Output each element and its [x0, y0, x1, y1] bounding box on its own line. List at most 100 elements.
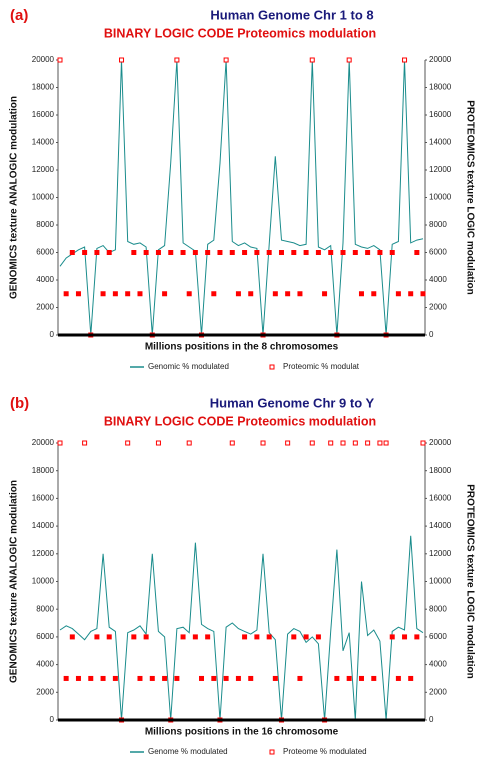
genomic-line [59, 535, 424, 721]
proteomic-marker [75, 675, 81, 681]
proteomic-marker [125, 291, 131, 297]
proteomic-marker [297, 291, 303, 297]
y-tick-label: 4000 [36, 275, 54, 284]
proteomic-marker [100, 291, 106, 297]
proteomic-marker [155, 440, 161, 446]
proteomic-marker [94, 250, 100, 255]
proteomic-marker [322, 291, 328, 297]
proteomic-marker [248, 675, 254, 681]
proteomic-marker [75, 291, 81, 297]
y-tick-label: 2000 [36, 303, 54, 312]
proteomic-marker [57, 440, 63, 446]
proteomic-marker [229, 440, 235, 446]
y2-tick-label: 14000 [429, 521, 452, 530]
proteomic-marker [119, 57, 125, 63]
proteomic-marker [223, 57, 229, 63]
proteomic-marker [242, 634, 248, 640]
proteomic-marker [211, 675, 217, 681]
y-tick-label: 16000 [32, 494, 55, 503]
y2-axis-label: PROTEOMICS texture LOGIC modulation [464, 100, 475, 294]
proteomic-marker [315, 250, 321, 255]
proteomic-marker [137, 675, 143, 681]
y-tick-label: 10000 [32, 577, 55, 586]
x-axis-label: Millions positions in the 8 chromosomes [145, 342, 339, 353]
proteomic-marker [254, 634, 260, 640]
y2-tick-label: 12000 [429, 549, 452, 558]
proteomic-marker [155, 250, 161, 255]
y2-tick-label: 10000 [429, 577, 452, 586]
proteomic-marker [112, 291, 118, 297]
proteomic-marker [192, 250, 198, 255]
proteomic-marker [377, 250, 383, 255]
proteomic-marker [162, 675, 168, 681]
proteomic-marker [291, 250, 297, 255]
y2-tick-label: 0 [429, 715, 434, 724]
proteomic-marker [186, 291, 192, 297]
proteomic-marker [340, 440, 346, 446]
proteomic-marker [346, 57, 352, 63]
proteomic-marker [131, 634, 137, 640]
y2-tick-label: 20000 [429, 438, 452, 447]
proteomic-marker [82, 250, 88, 255]
proteomic-marker [143, 634, 149, 640]
proteomic-marker [162, 291, 168, 297]
y2-tick-label: 6000 [429, 248, 447, 257]
y-tick-label: 0 [50, 715, 55, 724]
proteomic-marker [88, 675, 94, 681]
proteomic-marker [389, 250, 395, 255]
proteomic-marker [223, 675, 229, 681]
proteomic-marker [395, 675, 401, 681]
proteomic-marker [106, 634, 112, 640]
proteomic-marker [235, 675, 241, 681]
proteomic-marker [285, 440, 291, 446]
panel-label: (a) [10, 7, 28, 24]
proteomic-marker [371, 291, 377, 297]
proteomic-marker [272, 291, 278, 297]
proteomic-marker [346, 675, 352, 681]
proteomic-marker [358, 291, 364, 297]
proteomic-marker [328, 440, 334, 446]
y2-tick-label: 10000 [429, 193, 452, 202]
y-tick-label: 20000 [32, 438, 55, 447]
y-tick-label: 18000 [32, 83, 55, 92]
proteomic-marker [278, 250, 284, 255]
legend-label: Proteome % modulated [283, 747, 367, 756]
y2-tick-label: 8000 [429, 604, 447, 613]
chart-subtitle: BINARY LOGIC CODE Proteomics modulation [104, 26, 376, 40]
proteomic-marker [57, 57, 63, 63]
y2-tick-label: 2000 [429, 687, 447, 696]
chart-title: Human Genome Chr 1 to 8 [210, 7, 373, 22]
proteomic-marker [358, 675, 364, 681]
proteomic-marker [371, 675, 377, 681]
proteomic-marker [211, 291, 217, 297]
legend-swatch [269, 749, 275, 755]
y-axis-label: GENOMICS texture ANALOGIC modulation [9, 96, 20, 299]
y2-tick-label: 18000 [429, 83, 452, 92]
y2-tick-label: 18000 [429, 466, 452, 475]
proteomic-marker [334, 675, 340, 681]
proteomic-marker [408, 291, 414, 297]
proteomic-marker [180, 634, 186, 640]
proteomic-marker [174, 57, 180, 63]
proteomic-marker [352, 440, 358, 446]
proteomic-marker [291, 634, 297, 640]
proteomic-marker [69, 634, 75, 640]
genomic-line [59, 59, 424, 336]
chart-subtitle: BINARY LOGIC CODE Proteomics modulation [104, 414, 376, 428]
proteomic-marker [94, 634, 100, 640]
panel: (a) Human Genome Chr 1 to 8 BINARY LOGIC C… [9, 7, 476, 371]
proteomic-marker [174, 675, 180, 681]
proteomic-marker [100, 675, 106, 681]
proteomic-marker [328, 250, 334, 255]
proteomic-marker [254, 250, 260, 255]
legend-label: Proteomic % modulat [283, 362, 360, 371]
proteomic-marker [420, 440, 426, 446]
proteomic-marker [303, 250, 309, 255]
y2-tick-label: 8000 [429, 220, 447, 229]
y-tick-label: 6000 [36, 632, 54, 641]
proteomic-marker [217, 250, 223, 255]
y2-tick-label: 20000 [429, 55, 452, 64]
proteomic-marker [260, 440, 266, 446]
